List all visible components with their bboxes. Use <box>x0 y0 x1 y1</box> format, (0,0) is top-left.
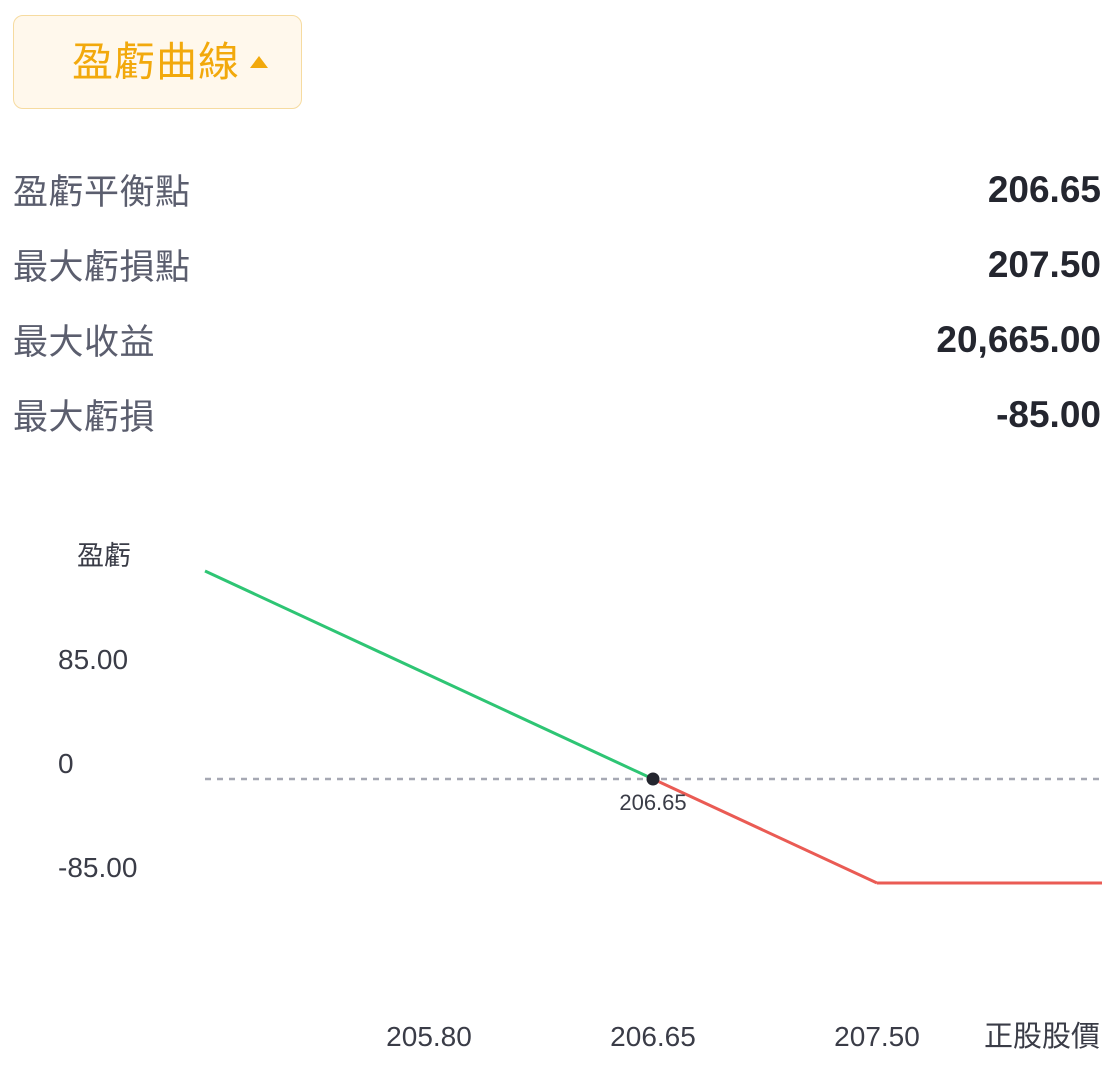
x-tick-label: 205.80 <box>386 1021 472 1052</box>
stat-row-breakeven: 盈虧平衡點 206.65 <box>13 152 1101 227</box>
stats-list: 盈虧平衡點 206.65 最大虧損點 207.50 最大收益 20,665.00… <box>13 152 1101 452</box>
x-tick-label: 207.50 <box>834 1021 920 1052</box>
toggle-label: 盈虧曲線 <box>72 37 240 86</box>
y-tick-label: -85.00 <box>58 852 137 883</box>
stat-row-max-loss-point: 最大虧損點 207.50 <box>13 227 1101 302</box>
y-axis-label: 盈虧 <box>77 541 131 571</box>
loss-line <box>652 777 878 885</box>
x-axis-label: 正股股價 <box>984 1020 1100 1053</box>
stat-value: 20,665.00 <box>936 318 1101 360</box>
stat-label: 最大收益 <box>13 323 156 363</box>
profit-line <box>204 569 654 781</box>
caret-up-icon <box>250 56 268 68</box>
stat-value: 206.65 <box>987 168 1101 210</box>
breakeven-point <box>646 772 660 786</box>
y-tick-label: 85.00 <box>58 644 128 675</box>
stat-value: 207.50 <box>987 243 1101 285</box>
stat-row-max-loss: 最大虧損 -85.00 <box>13 377 1101 452</box>
breakeven-label: 206.65 <box>619 790 686 815</box>
profit-loss-curve-toggle[interactable]: 盈虧曲線 <box>13 15 302 109</box>
stat-value: -85.00 <box>996 393 1101 435</box>
stat-row-max-profit: 最大收益 20,665.00 <box>13 302 1101 377</box>
stat-label: 最大虧損點 <box>13 248 191 288</box>
stat-label: 盈虧平衡點 <box>13 173 191 213</box>
x-tick-label: 206.65 <box>610 1021 696 1052</box>
y-tick-label: 0 <box>58 748 74 779</box>
stat-label: 最大虧損 <box>13 398 156 438</box>
